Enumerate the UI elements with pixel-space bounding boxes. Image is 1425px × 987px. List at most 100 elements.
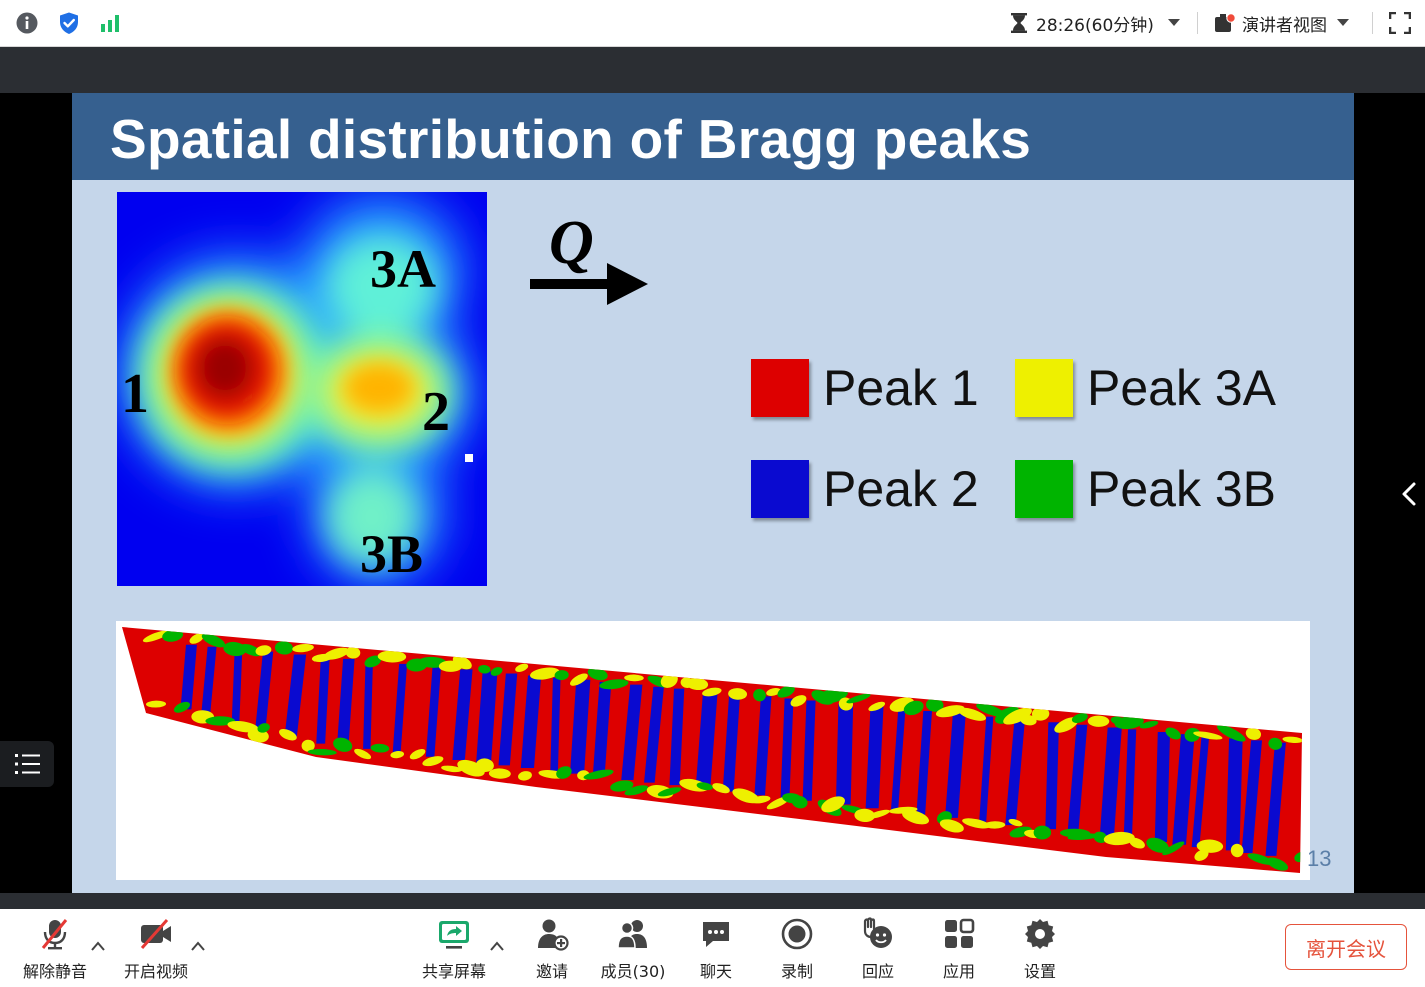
segment-blob: [1266, 857, 1289, 871]
segment-blob: [702, 687, 722, 697]
segment-blob: [696, 782, 713, 791]
segment-blob: [292, 643, 314, 653]
segment-stripe: [1225, 738, 1243, 851]
segment-blob: [162, 629, 184, 642]
share-screen-icon: [439, 921, 469, 949]
start-video-button[interactable]: 开启视频: [116, 917, 196, 982]
legend-label: Peak 1: [823, 360, 979, 416]
segment-blob: [223, 641, 247, 657]
settings-label: 设置: [1023, 962, 1056, 981]
apps-button[interactable]: 应用: [919, 917, 999, 982]
unmute-label: 解除静音: [22, 962, 87, 981]
invite-user-icon: [538, 919, 569, 951]
shield-check-icon[interactable]: [57, 11, 81, 35]
segment-blob: [1033, 825, 1052, 840]
segment-blob: [377, 650, 407, 663]
reaction-hand-emoji-icon: [863, 917, 892, 948]
segment-blob: [345, 646, 361, 659]
segment-blob: [846, 693, 871, 704]
camera-off-icon: [140, 919, 171, 949]
segment-blob: [1165, 727, 1181, 740]
segment-blob: [279, 729, 297, 741]
segment-stripe: [780, 698, 794, 799]
segment-blob: [529, 667, 560, 680]
segment-blob: [255, 645, 272, 656]
segment-blob: [1196, 839, 1224, 853]
segment-blob: [1184, 727, 1201, 742]
segment-blob: [145, 700, 167, 708]
speaker-view-button[interactable]: 演讲者视图: [1214, 11, 1349, 36]
segment-blob: [189, 633, 204, 644]
agenda-list-button[interactable]: [0, 741, 54, 787]
segment-blob: [490, 667, 503, 676]
toolbar-divider: [1197, 12, 1198, 34]
segment-blob: [452, 655, 472, 670]
legend-label: Peak 2: [823, 461, 979, 517]
chat-button[interactable]: 聊天: [676, 917, 756, 982]
q-vector-arrow: Q: [530, 211, 648, 305]
segment-stripe: [1191, 735, 1210, 848]
segment-stripe: [1005, 719, 1026, 826]
legend-label: Peak 3B: [1087, 461, 1277, 517]
signal-bars-icon[interactable]: [99, 11, 123, 35]
info-icon[interactable]: [15, 11, 39, 35]
segment-stripe: [1099, 727, 1122, 837]
record-icon: [781, 918, 813, 950]
segment-blob: [1067, 833, 1099, 841]
segment-stripe: [722, 693, 741, 792]
members-button[interactable]: 成员(30): [593, 917, 673, 982]
share-screen-button[interactable]: 共享屏幕: [414, 917, 494, 982]
legend-swatch-yellow: [1015, 359, 1073, 417]
segment-stripe: [1172, 734, 1195, 845]
share-screen-label: 共享屏幕: [421, 962, 486, 981]
legend-item-peak-2: Peak 2: [751, 460, 979, 518]
segment-blob: [1146, 837, 1169, 853]
legend-item-peak-1: Peak 1: [751, 359, 979, 417]
chevron-up-icon[interactable]: [91, 941, 105, 951]
segment-stripe: [669, 688, 685, 786]
segment-blob: [1093, 831, 1108, 844]
segment-stripe: [1241, 740, 1263, 854]
segment-stripe: [644, 686, 664, 783]
chevron-up-icon[interactable]: [191, 941, 205, 951]
legend-swatch-red: [751, 359, 809, 417]
segment-blob: [1139, 720, 1159, 729]
meeting-timer[interactable]: 28:26(60分钟): [1010, 11, 1180, 36]
segment-blob: [333, 737, 353, 752]
segment-blob: [301, 739, 315, 752]
segment-blob: [1162, 841, 1185, 856]
chevron-up-icon[interactable]: [490, 941, 504, 951]
segment-stripe: [363, 660, 373, 749]
segment-stripe: [284, 654, 307, 738]
leave-meeting-button[interactable]: 离开会议: [1285, 924, 1407, 970]
record-button[interactable]: 录制: [757, 917, 837, 982]
segment-blob: [201, 633, 226, 648]
chevron-left-icon[interactable]: [1398, 480, 1422, 508]
settings-button[interactable]: 设置: [1000, 917, 1080, 982]
legend-label: Peak 3A: [1087, 360, 1277, 416]
segment-blob: [766, 687, 781, 696]
heatmap-label-1: 1: [121, 363, 149, 425]
heatmap-label-3a: 3A: [370, 239, 436, 299]
segment-stripe: [945, 713, 966, 818]
segment-blob: [441, 765, 463, 773]
segment-stripe: [1154, 732, 1171, 843]
segment-blob: [570, 673, 588, 686]
fullscreen-icon[interactable]: [1389, 12, 1411, 34]
invite-button[interactable]: 邀请: [512, 917, 592, 982]
segment-stripe: [570, 679, 591, 774]
segment-blob: [364, 655, 382, 668]
segment-blob: [142, 630, 170, 643]
unmute-button[interactable]: 解除静音: [15, 917, 95, 982]
reaction-button[interactable]: 回应: [838, 917, 918, 982]
stage-letterbox-right: [1354, 93, 1425, 893]
segment-blob: [1247, 853, 1274, 865]
chevron-down-icon[interactable]: [1167, 19, 1180, 27]
segment-blob: [976, 703, 1006, 717]
speaker-view-icon: [1215, 13, 1236, 32]
segment-stripe: [890, 708, 906, 812]
segment-stripe: [621, 684, 643, 780]
segment-blob: [1129, 837, 1145, 849]
q-vector-label: Q: [549, 211, 594, 277]
segment-stripe: [1045, 722, 1059, 830]
